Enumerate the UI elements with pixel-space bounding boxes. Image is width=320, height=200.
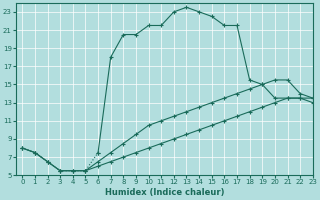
X-axis label: Humidex (Indice chaleur): Humidex (Indice chaleur) (105, 188, 224, 197)
